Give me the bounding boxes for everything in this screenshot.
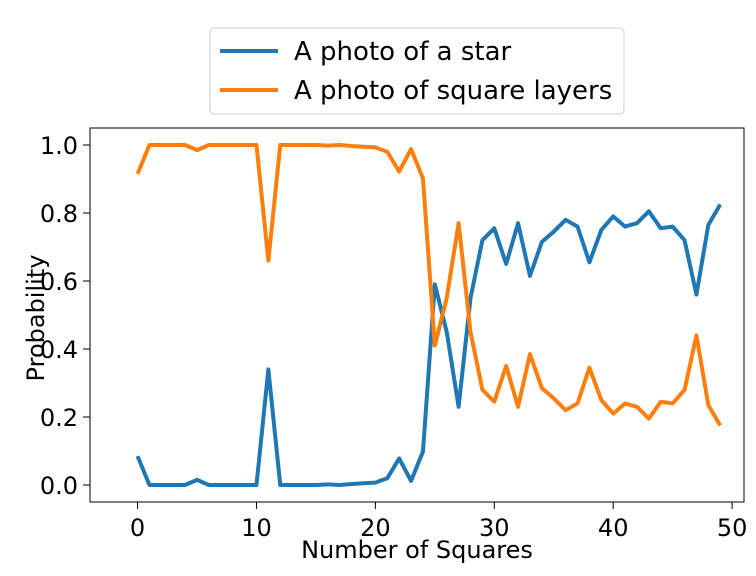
x-tick-label: 40: [598, 514, 629, 542]
x-tick-label: 30: [479, 514, 510, 542]
y-axis-label: Probability: [22, 255, 50, 382]
y-tick-label: 0.0: [40, 472, 78, 500]
y-tick-label: 0.2: [40, 404, 78, 432]
legend-box: [209, 27, 625, 115]
x-axis-label: Number of Squares: [301, 536, 533, 564]
axes-layer: 0 10 20 30 40 50 0.0 0.2 0.4 0.6 0.8 1.0: [40, 132, 748, 542]
plot-frame: [89, 127, 745, 503]
y-tick-label: 1.0: [40, 132, 78, 160]
x-tick-label: 0: [130, 514, 145, 542]
plot-area: [89, 127, 745, 503]
x-tick-label: 50: [717, 514, 748, 542]
series-layer: [135, 143, 722, 487]
y-tick-label: 0.8: [40, 200, 78, 228]
legend-label-square-layers: A photo of square layers: [294, 76, 612, 106]
series-line-square-layers: [135, 143, 722, 427]
legend: A photo of a star A photo of square laye…: [209, 27, 625, 115]
x-tick-label: 20: [360, 514, 391, 542]
legend-label-star: A photo of a star: [294, 37, 512, 67]
y-tick-label: 0.6: [40, 268, 78, 296]
x-tick-label: 10: [241, 514, 272, 542]
series-line-star: [135, 203, 722, 487]
y-tick-label: 0.4: [40, 336, 78, 364]
